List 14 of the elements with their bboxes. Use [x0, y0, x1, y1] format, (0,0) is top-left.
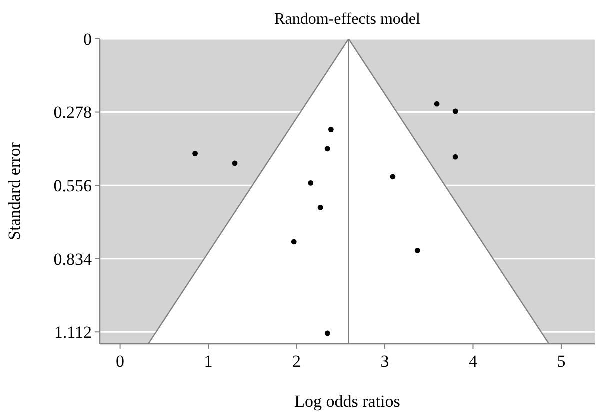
x-tick-label: 2	[292, 352, 302, 371]
x-tick-label: 4	[468, 352, 478, 371]
y-axis-title: Standard error	[5, 142, 24, 240]
x-axis-title: Log odds ratios	[294, 392, 400, 411]
y-tick-label: 0.278	[54, 103, 92, 122]
y-tick-label: 0	[84, 30, 92, 49]
x-tick-label: 0	[116, 352, 125, 371]
chart-title: Random-effects model	[274, 11, 421, 28]
x-tick-label: 3	[380, 352, 390, 371]
y-tick-label: 1.112	[54, 323, 92, 342]
y-tick-label: 0.556	[54, 176, 92, 196]
x-tick-label: 1	[204, 352, 213, 371]
x-tick-label: 5	[557, 352, 566, 371]
y-tick-label: 0.834	[54, 250, 92, 269]
